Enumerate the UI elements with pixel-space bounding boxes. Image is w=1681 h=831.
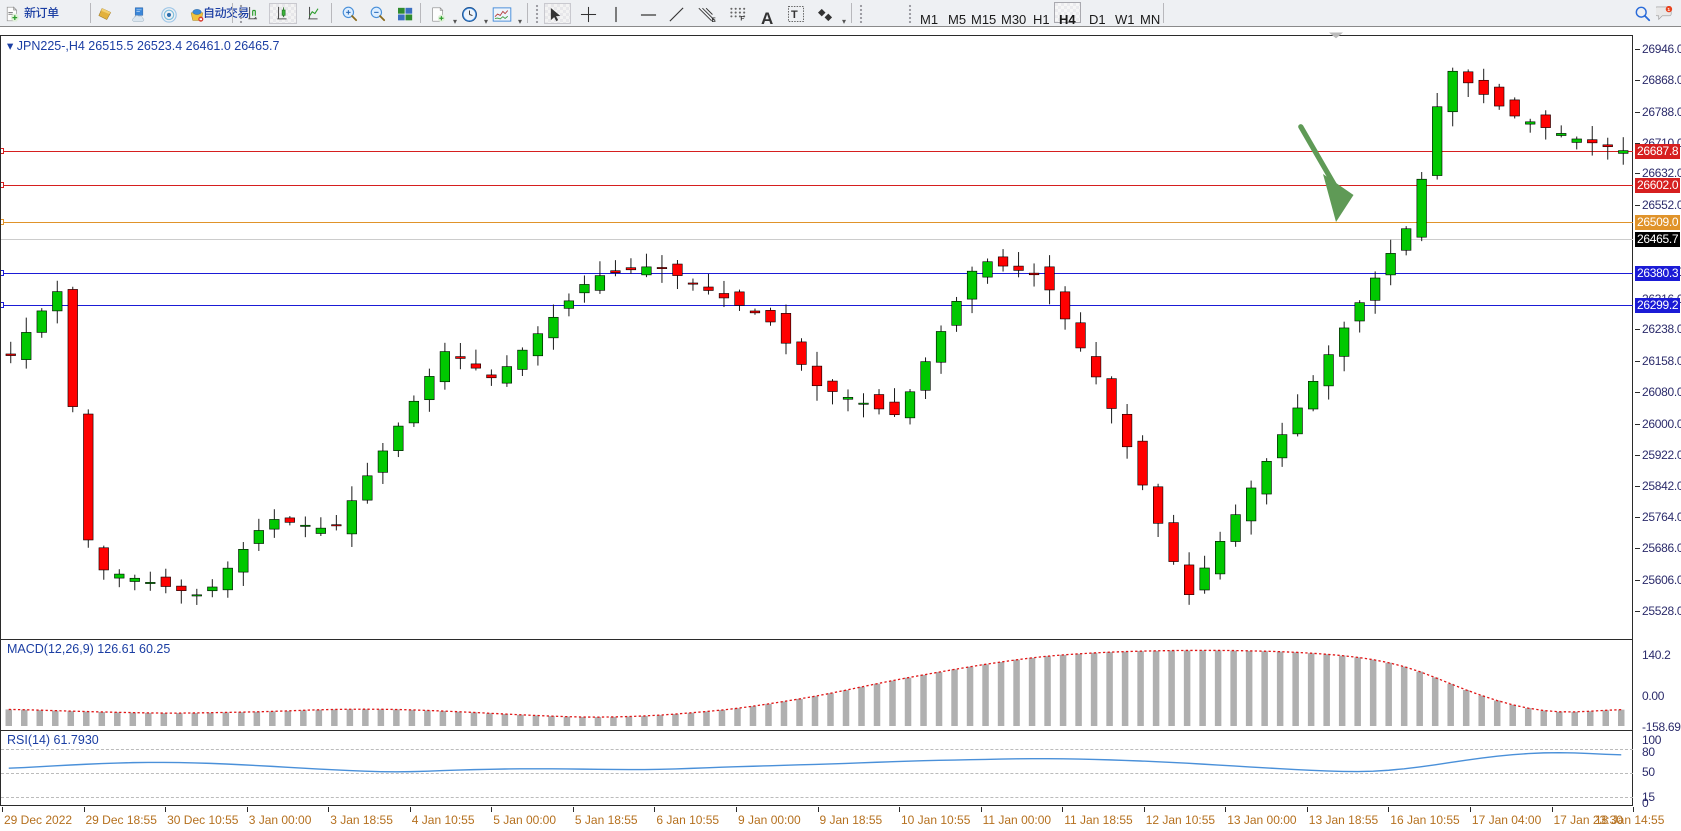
svg-text:E: E — [712, 17, 716, 23]
svg-text:F: F — [740, 16, 744, 21]
svg-text:1: 1 — [1667, 7, 1670, 13]
svg-text:T: T — [791, 9, 798, 21]
